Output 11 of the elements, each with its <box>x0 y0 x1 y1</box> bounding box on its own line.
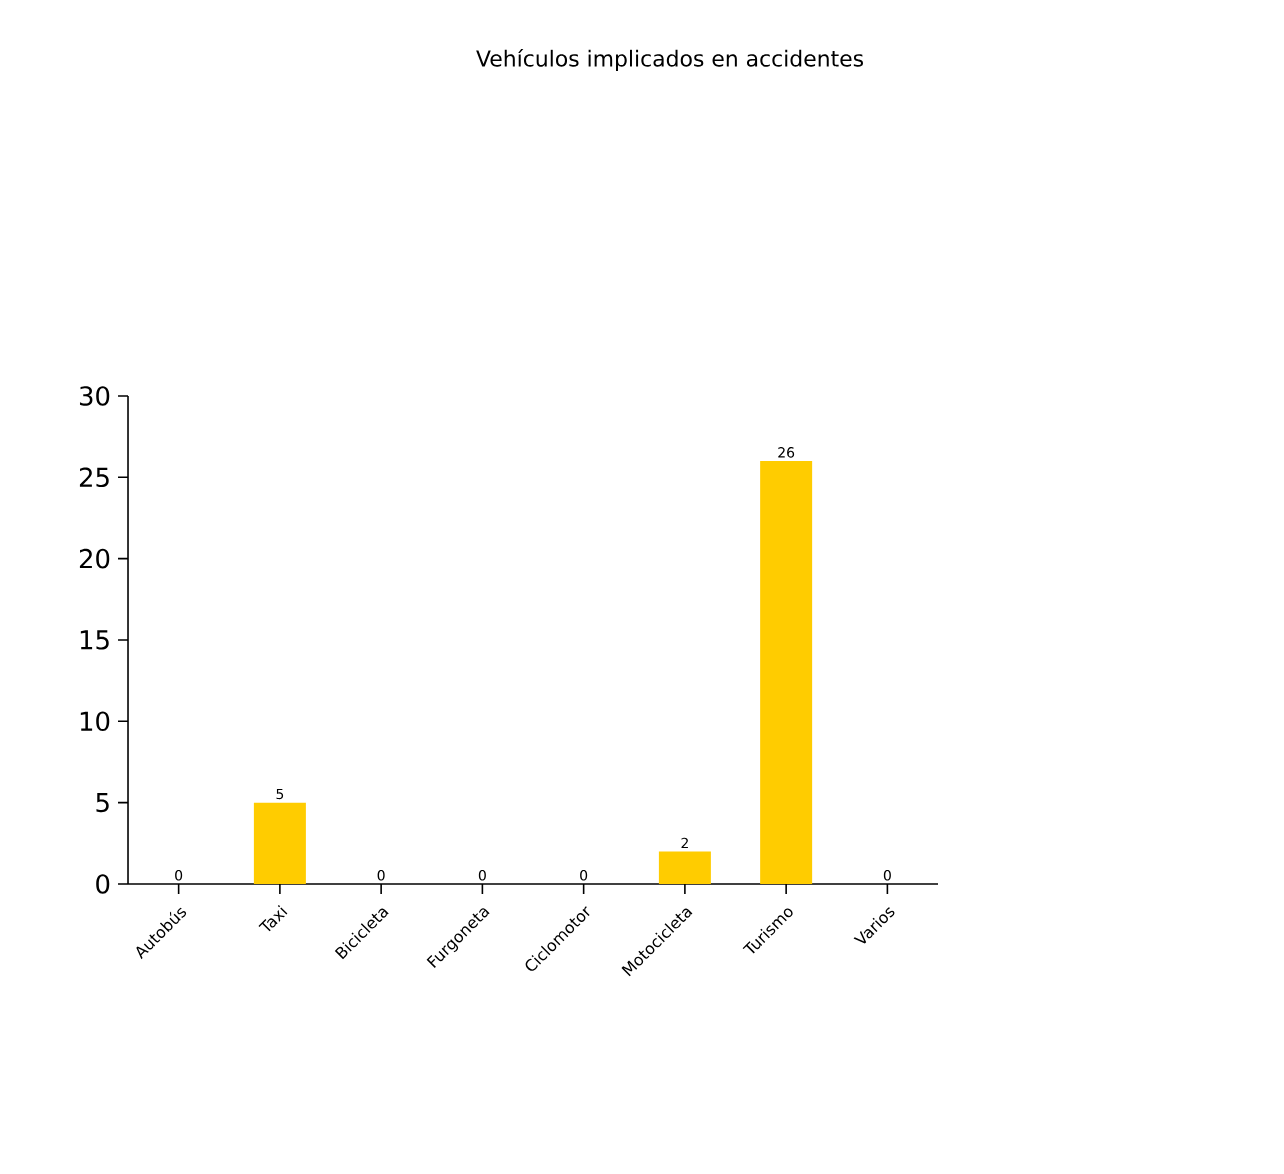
bar <box>760 461 813 884</box>
y-tick-label: 0 <box>96 874 110 894</box>
y-tick-label: 5 <box>96 793 109 813</box>
chart-title: Vehículos implicados en accidentes <box>476 48 863 72</box>
bar <box>658 851 711 884</box>
y-tick-label: 20 <box>79 548 110 569</box>
y-tick-label: 25 <box>79 467 109 488</box>
y-tick-label: 15 <box>80 630 109 650</box>
bar <box>253 802 306 884</box>
y-tick-label: 10 <box>80 711 110 732</box>
y-tick-label: 30 <box>79 386 110 406</box>
